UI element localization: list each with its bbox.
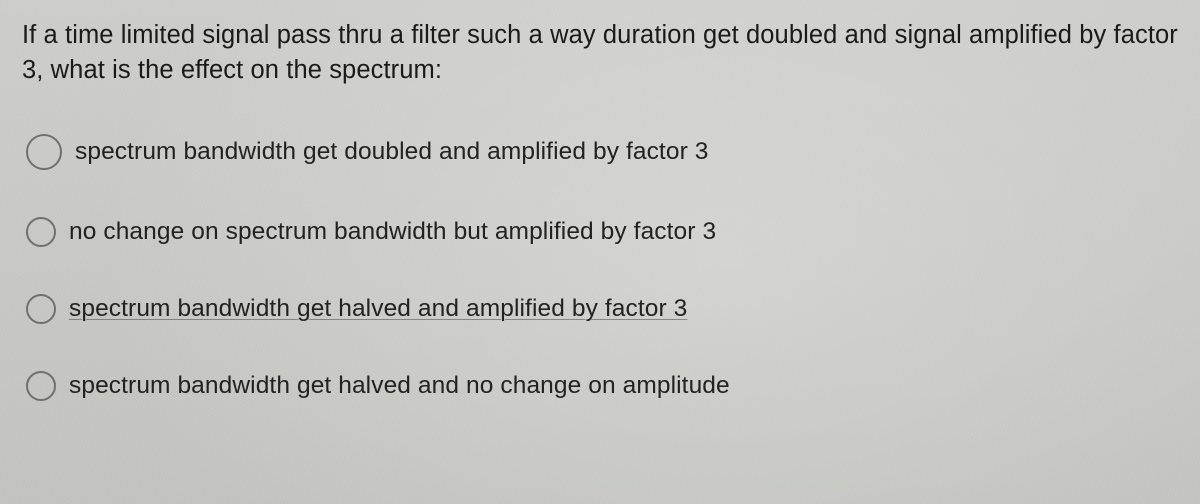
- option-4[interactable]: spectrum bandwidth get halved and no cha…: [22, 371, 1178, 401]
- option-1-label: spectrum bandwidth get doubled and ampli…: [75, 138, 708, 166]
- option-1[interactable]: spectrum bandwidth get doubled and ampli…: [22, 134, 1178, 170]
- question-text: If a time limited signal pass thru a fil…: [22, 18, 1178, 88]
- radio-icon: [26, 371, 56, 401]
- option-2-label: no change on spectrum bandwidth but ampl…: [69, 218, 716, 246]
- option-2[interactable]: no change on spectrum bandwidth but ampl…: [22, 217, 1178, 247]
- radio-icon: [26, 294, 56, 324]
- option-3[interactable]: spectrum bandwidth get halved and amplif…: [22, 294, 1178, 324]
- option-3-label: spectrum bandwidth get halved and amplif…: [69, 295, 687, 323]
- option-4-label: spectrum bandwidth get halved and no cha…: [69, 372, 730, 400]
- options-group: spectrum bandwidth get doubled and ampli…: [22, 134, 1178, 401]
- radio-icon: [26, 134, 62, 170]
- radio-icon: [26, 217, 56, 247]
